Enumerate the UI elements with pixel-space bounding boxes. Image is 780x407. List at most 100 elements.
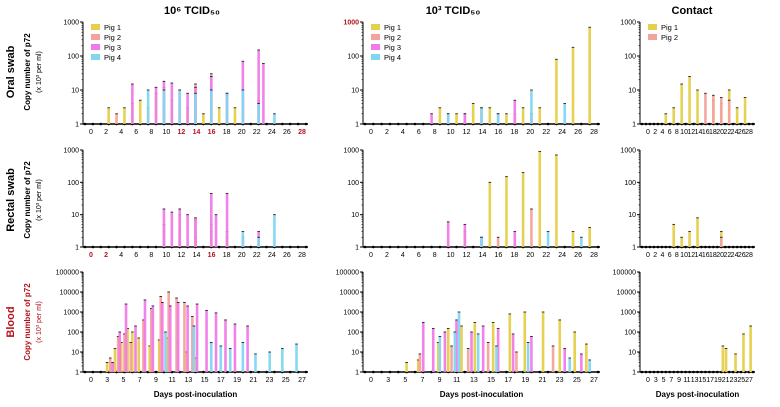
y-axis-label: Copy number of p72: [23, 161, 32, 239]
bar: [505, 176, 508, 247]
baseline-marker: [751, 122, 755, 126]
x-tick-label: 2: [385, 252, 389, 259]
x-tick-label: 26: [738, 252, 746, 259]
baseline-marker: [640, 370, 644, 374]
baseline-marker: [304, 122, 308, 126]
x-tick-label: 24: [731, 129, 739, 136]
y-tick-label: 1: [632, 245, 636, 252]
bar: [219, 345, 223, 372]
x-tick-label: 24: [558, 129, 566, 136]
baseline-marker: [202, 245, 205, 249]
bar: [704, 93, 707, 124]
y-tick-label: 10000: [340, 290, 360, 297]
baseline-marker: [471, 245, 475, 249]
bar: [486, 342, 490, 372]
bar: [513, 100, 517, 124]
baseline-marker: [138, 245, 142, 249]
bar: [295, 344, 298, 372]
baseline-marker: [217, 245, 221, 249]
bar: [154, 87, 158, 124]
legend-label: Pig 1: [661, 23, 678, 32]
y-tick-label: 1000: [620, 148, 636, 155]
x-tick-label: 25: [573, 377, 581, 384]
x-tick-label: 9: [677, 377, 681, 384]
baseline-marker: [712, 245, 715, 249]
x-tick-label: 5: [403, 377, 407, 384]
bar: [473, 322, 477, 372]
bar: [126, 328, 129, 372]
baseline-marker: [388, 122, 392, 126]
y-tick-label: 100: [624, 54, 636, 61]
bar: [170, 83, 174, 124]
bar: [742, 333, 745, 372]
bar: [446, 221, 450, 247]
baseline-marker: [288, 370, 292, 374]
x-tick-label: 12: [178, 129, 186, 136]
baseline-marker: [672, 370, 676, 374]
x-tick-label: 27: [298, 377, 306, 384]
x-tick-label: 12: [463, 129, 471, 136]
x-tick-label: 0: [646, 377, 650, 384]
x-tick-label: 12: [463, 252, 471, 259]
baseline-marker: [296, 245, 300, 249]
baseline-marker: [372, 245, 375, 249]
x-tick-label: 13: [184, 377, 192, 384]
baseline-marker: [83, 370, 87, 374]
y-tick-label: 10: [628, 88, 636, 95]
bar: [571, 47, 575, 124]
bar: [416, 359, 420, 372]
bar: [111, 362, 114, 372]
y-tick-label: 1000: [343, 310, 359, 317]
baseline-marker: [99, 122, 103, 126]
bar: [466, 348, 470, 372]
y-tick-label: 10: [351, 212, 359, 219]
bar: [571, 231, 575, 247]
x-tick-label: 26: [283, 129, 291, 136]
bar: [224, 319, 227, 372]
baseline-marker: [249, 122, 253, 126]
bar: [588, 359, 591, 372]
baseline-marker: [380, 245, 383, 249]
x-tick-label: 2: [104, 252, 108, 259]
x-tick-label: 14: [479, 129, 487, 136]
y-tick-label: 100: [67, 54, 79, 61]
legend-swatch: [91, 44, 100, 50]
x-tick-label: 8: [149, 129, 153, 136]
baseline-marker: [751, 245, 755, 249]
baseline-marker: [648, 370, 652, 374]
baseline-marker: [380, 370, 383, 374]
x-tick-label: 8: [675, 252, 679, 259]
baseline-marker: [363, 370, 367, 374]
x-tick-label: 6: [417, 129, 421, 136]
legend-label: Pig 2: [104, 33, 121, 42]
baseline-marker: [656, 245, 660, 249]
x-tick-label: 16: [208, 129, 216, 136]
bar: [161, 302, 164, 372]
bar: [175, 298, 178, 372]
bar: [521, 107, 525, 124]
legend-swatch: [91, 34, 100, 40]
bar: [118, 332, 122, 372]
legend-label: Pig 2: [661, 33, 678, 42]
bar: [491, 322, 495, 372]
legend-swatch: [371, 34, 380, 40]
x-tick-label: 14: [193, 252, 201, 259]
baseline-marker: [273, 370, 276, 374]
baseline-marker: [555, 370, 558, 374]
bar: [162, 208, 166, 247]
bar: [123, 333, 126, 372]
bar: [195, 304, 199, 372]
bar: [734, 353, 737, 372]
x-tick-label: 17: [217, 377, 225, 384]
y-tick-label: 1000: [63, 310, 79, 317]
bar: [508, 313, 512, 372]
baseline-marker: [739, 370, 743, 374]
bar: [214, 214, 218, 247]
x-tick-label: 18: [510, 129, 518, 136]
baseline-marker: [692, 122, 695, 126]
bar: [134, 325, 137, 372]
baseline-marker: [656, 370, 660, 374]
bar: [573, 332, 576, 372]
